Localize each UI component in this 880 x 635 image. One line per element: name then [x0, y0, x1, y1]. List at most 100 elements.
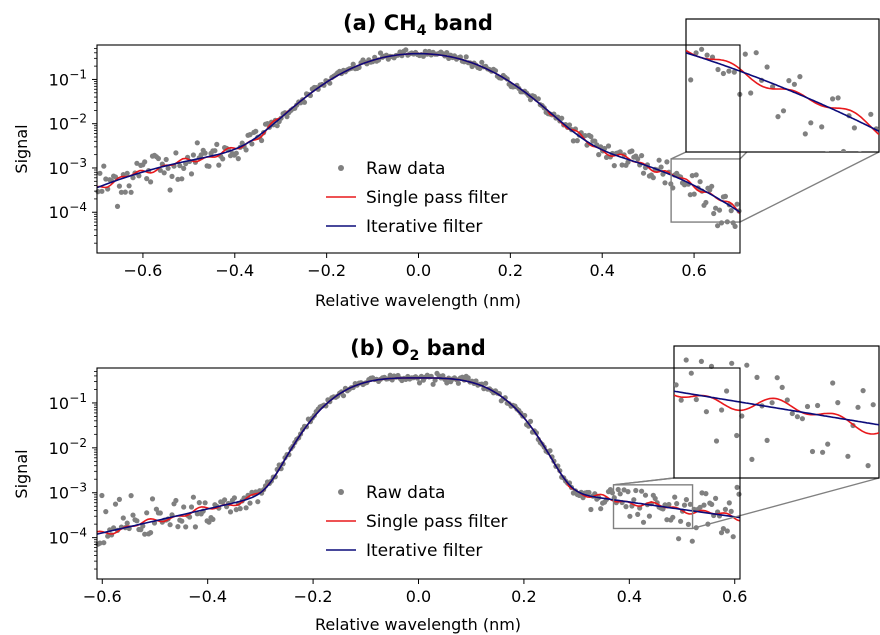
inset-raw-point — [674, 382, 679, 388]
raw-data-point — [173, 497, 179, 504]
inset-raw-point — [742, 51, 748, 57]
raw-data-point — [670, 514, 676, 520]
raw-data-point — [473, 378, 479, 384]
panel-b-legend: Raw data Single pass filter Iterative fi… — [326, 483, 508, 561]
raw-data-point — [220, 156, 226, 162]
inset-raw-point — [791, 81, 798, 87]
inset-raw-point — [840, 506, 845, 511]
raw-data-point — [685, 521, 692, 528]
raw-data-point — [155, 155, 161, 162]
raw-data-point — [340, 393, 347, 399]
raw-data-point — [672, 494, 678, 500]
raw-data-point — [327, 80, 333, 86]
raw-data-point — [175, 176, 181, 182]
legend-iterative-label: Iterative filter — [366, 217, 482, 237]
raw-data-point — [243, 505, 249, 511]
legend-raw-label: Raw data — [366, 159, 445, 179]
raw-data-point — [165, 165, 171, 171]
legend-single-label: Single pass filter — [366, 512, 508, 532]
raw-data-point — [247, 132, 253, 138]
raw-data-point — [483, 380, 489, 386]
raw-data-point — [603, 154, 610, 160]
panel-b-ylabel: Signal — [12, 449, 31, 498]
inset-raw-point — [734, 432, 740, 439]
raw-data-point — [103, 509, 109, 515]
raw-data-point — [693, 172, 699, 178]
raw-data-point — [631, 497, 637, 503]
inset-raw-point — [865, 463, 871, 469]
inset-raw-point — [797, 74, 803, 80]
inset-raw-point — [769, 400, 775, 406]
raw-data-point — [586, 489, 592, 496]
raw-data-point — [646, 513, 653, 519]
raw-data-point — [662, 180, 668, 186]
y-tick-label: 10−1 — [49, 391, 87, 413]
inset-raw-point — [858, 151, 862, 152]
raw-data-point — [190, 494, 196, 500]
raw-data-point — [148, 179, 154, 185]
panel-a-title: (a) CH4 band — [343, 11, 493, 39]
raw-data-point — [697, 504, 703, 510]
raw-data-point — [202, 500, 208, 506]
inset-raw-point — [715, 66, 721, 73]
x-tick-label: 0.2 — [498, 261, 523, 280]
y-tick-label: 10−2 — [49, 112, 87, 134]
raw-data-point — [715, 223, 721, 229]
raw-data-point — [713, 205, 719, 211]
raw-data-point — [101, 540, 107, 546]
inset-raw-point — [784, 397, 790, 403]
zoom-region-box — [612, 484, 694, 530]
x-tick-label: −0.6 — [123, 261, 162, 280]
inset-raw-point — [719, 407, 725, 413]
panel-a-inset — [670, 18, 880, 223]
raw-data-point — [703, 199, 709, 206]
inset-raw-point — [764, 437, 770, 443]
raw-data-point — [136, 173, 142, 179]
raw-data-point — [183, 524, 189, 530]
raw-data-point — [465, 375, 471, 381]
panel-b-xlabel: Relative wavelength (nm) — [315, 615, 521, 634]
raw-data-point — [274, 123, 280, 129]
inset-raw-point — [820, 449, 826, 455]
raw-data-point — [588, 133, 594, 140]
raw-data-point — [181, 504, 187, 510]
raw-data-point — [730, 534, 736, 540]
raw-data-point — [625, 489, 631, 495]
raw-data-point — [416, 380, 423, 386]
y-tick-exponent: −1 — [69, 67, 87, 81]
x-tick-label: −0.2 — [307, 261, 346, 280]
raw-data-point — [255, 499, 261, 505]
raw-data-point — [206, 519, 212, 525]
raw-data-point — [527, 418, 534, 424]
legend-raw-marker — [338, 489, 344, 495]
raw-data-point — [301, 99, 308, 105]
raw-data-point — [99, 188, 105, 194]
inset-raw-point — [855, 404, 861, 410]
inset-raw-point — [703, 409, 710, 415]
raw-data-point — [664, 517, 670, 523]
connector-line — [613, 477, 675, 486]
panel-b-plot-area — [95, 370, 742, 547]
x-tick-label: −0.6 — [83, 587, 122, 606]
inset-raw-point — [835, 95, 841, 101]
y-tick-exponent: −3 — [69, 156, 87, 170]
panel-a-legend: Raw data Single pass filter Iterative fi… — [326, 159, 508, 237]
raw-data-point — [175, 524, 181, 530]
raw-data-point — [173, 150, 179, 156]
legend-single-label: Single pass filter — [366, 188, 508, 208]
raw-data-point — [188, 171, 195, 177]
inset-raw-point — [698, 358, 705, 364]
raw-data-point — [699, 490, 705, 496]
raw-data-point — [97, 170, 103, 176]
raw-data-point — [167, 522, 173, 528]
x-tick-label: 0.6 — [681, 261, 706, 280]
raw-data-point — [142, 159, 148, 165]
raw-data-point — [635, 511, 641, 517]
inset-iterative-line — [674, 390, 879, 426]
raw-data-point — [259, 137, 265, 144]
y-tick-exponent: −4 — [69, 200, 87, 214]
raw-data-point — [214, 141, 220, 147]
legend-raw-label: Raw data — [366, 483, 445, 503]
raw-data-point — [734, 484, 740, 490]
raw-data-point — [535, 96, 541, 102]
